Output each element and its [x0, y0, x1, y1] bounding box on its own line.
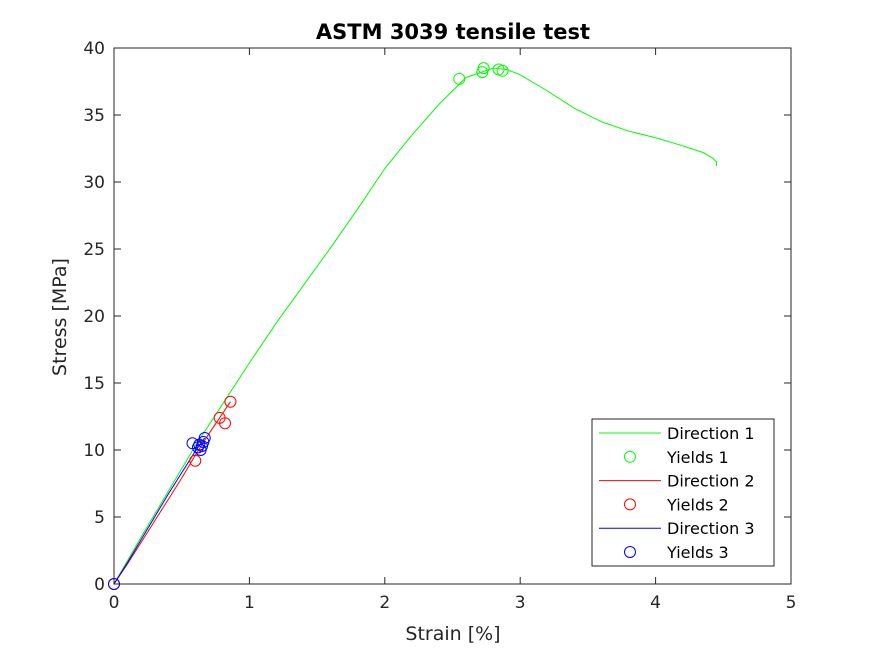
legend-yields-3-label: Yields 3	[666, 543, 729, 562]
direction-2-line	[113, 401, 231, 585]
ticks-layer: 0 1 2 3 4 5 0 5 10 15 20 25 30 35 40	[83, 39, 796, 613]
chart-title: ASTM 3039 tensile test	[316, 20, 590, 44]
x-tick-label: 0	[109, 593, 120, 613]
legend-direction-1-label: Direction 1	[667, 424, 755, 443]
yields-1-marker	[477, 62, 490, 75]
y-tick-label: 20	[83, 307, 105, 327]
legend-yields-1-label: Yields 1	[666, 448, 729, 467]
yields-2-marker	[219, 417, 232, 430]
y-tick-label: 0	[94, 575, 105, 595]
y-tick-label: 35	[83, 106, 105, 126]
y-tick-label: 5	[94, 508, 105, 528]
x-tick-label: 5	[786, 593, 797, 613]
legend-yields-2-swatch	[624, 498, 636, 511]
y-tick-label: 15	[83, 374, 105, 394]
yields-3-marker	[198, 431, 211, 444]
legend-direction-3-label: Direction 3	[667, 519, 755, 538]
direction-1-line	[113, 67, 718, 585]
y-axis-label: Stress [MPa]	[49, 258, 71, 376]
y-tick-label: 30	[83, 173, 105, 193]
yields-1-marker	[496, 64, 509, 77]
x-axis-label: Strain [%]	[405, 623, 500, 645]
x-tick-label: 1	[244, 593, 255, 613]
legend-direction-2-label: Direction 2	[667, 472, 755, 491]
yields-2-marker	[189, 454, 202, 467]
legend-items: Direction 1 Yields 1 Direction 2 Yields 2 Di…	[599, 424, 755, 562]
yields-1-marker	[453, 72, 466, 85]
yields-2-marker	[224, 395, 237, 408]
y-tick-label: 25	[83, 240, 105, 260]
x-tick-label: 2	[379, 593, 390, 613]
legend: Direction 1 Yields 1 Direction 2 Yields 2 Di…	[591, 418, 775, 567]
x-tick-label: 3	[515, 593, 526, 613]
legend-box	[591, 418, 775, 567]
direction-3-line	[113, 437, 206, 585]
legend-yields-3-swatch	[624, 546, 636, 558]
legend-yields-2-label: Yields 2	[666, 495, 729, 514]
y-tick-label: 40	[83, 39, 105, 59]
legend-yields-1-swatch	[624, 450, 636, 463]
y-tick-label: 10	[83, 441, 105, 461]
x-tick-label: 4	[650, 593, 661, 613]
